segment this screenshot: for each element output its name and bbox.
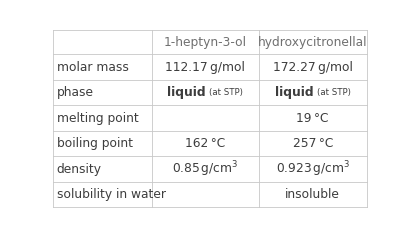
Text: liquid: liquid [167,86,206,99]
Text: 172.27 g/mol: 172.27 g/mol [273,61,353,74]
Text: 19 °C: 19 °C [297,112,329,125]
Text: liquid: liquid [275,86,314,99]
Text: phase: phase [56,86,94,99]
Text: molar mass: molar mass [56,61,128,74]
Text: (at STP): (at STP) [317,88,351,97]
Text: 1-heptyn-3-ol: 1-heptyn-3-ol [164,36,247,49]
Text: 112.17 g/mol: 112.17 g/mol [165,61,245,74]
Text: $\mathregular{0.923\,g/cm}^3$: $\mathregular{0.923\,g/cm}^3$ [276,159,350,179]
Text: $\mathregular{0.85\,g/cm}^3$: $\mathregular{0.85\,g/cm}^3$ [172,159,238,179]
Text: density: density [56,163,101,176]
Text: (at STP): (at STP) [209,88,243,97]
Text: insoluble: insoluble [285,188,340,201]
Text: melting point: melting point [56,112,138,125]
Text: boiling point: boiling point [56,137,133,150]
Text: 162 °C: 162 °C [185,137,225,150]
Text: solubility in water: solubility in water [56,188,166,201]
Text: 257 °C: 257 °C [292,137,333,150]
Text: hydroxycitronellal: hydroxycitronellal [258,36,367,49]
